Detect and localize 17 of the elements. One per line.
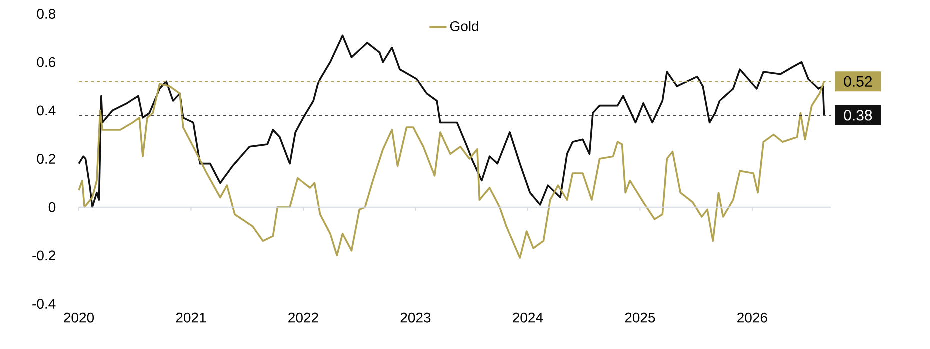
x-tick-label: 2023: [400, 312, 431, 323]
y-tick-label: -0.2: [32, 250, 56, 261]
x-tick-label: 2021: [176, 312, 206, 323]
legend-label: Gold: [450, 21, 478, 32]
x-tick-label: 2022: [288, 312, 318, 323]
y-tick-label: -0.4: [32, 299, 56, 309]
y-tick-label: 0.6: [37, 57, 56, 68]
x-tick-label: 2025: [625, 312, 656, 323]
x-tick-label: 2024: [513, 312, 544, 323]
y-tick-label: 0: [48, 202, 56, 212]
ref-line-label: 0.38: [844, 110, 872, 121]
y-tick-label: 0.4: [37, 106, 56, 116]
y-tick-label: 0.2: [37, 154, 56, 164]
ref-line-label: 0.52: [844, 76, 872, 87]
x-tick-label: 2020: [64, 312, 94, 323]
y-tick-label: 0.8: [37, 9, 56, 19]
x-tick-label: 2026: [738, 312, 768, 323]
